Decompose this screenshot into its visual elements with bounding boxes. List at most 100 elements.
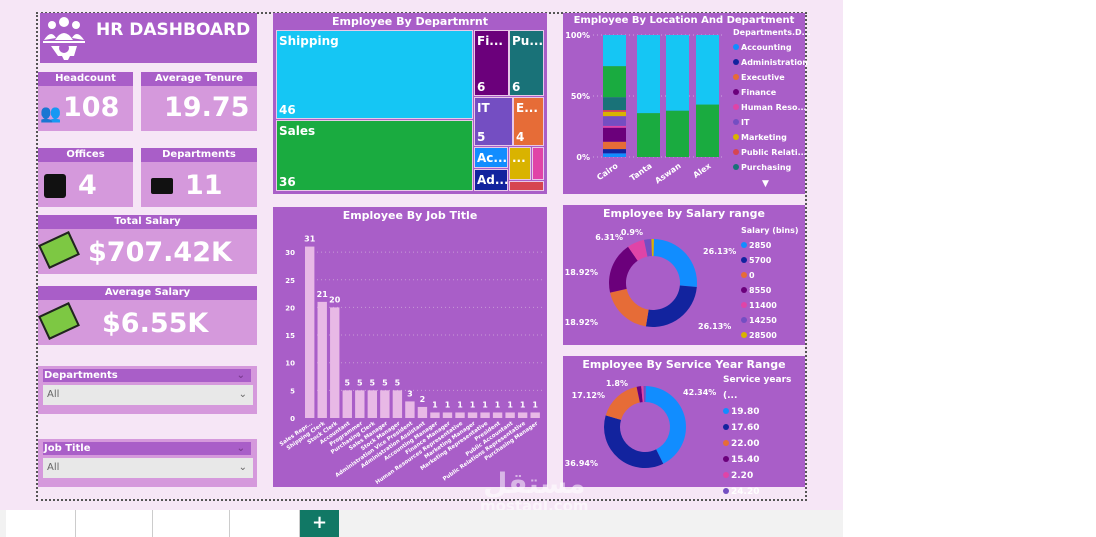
kpi-label: Headcount bbox=[38, 72, 133, 86]
legend-item[interactable]: Public Relati... bbox=[733, 145, 811, 160]
treemap-tile[interactable]: Fi... 6 bbox=[474, 30, 509, 96]
page-tab[interactable] bbox=[230, 510, 300, 537]
legend-dot-icon bbox=[733, 134, 739, 140]
data-label: 18.92% bbox=[565, 268, 598, 277]
salary-donut-chart: 26.13% 26.13% 18.92% 18.92% 6.31%0.9% bbox=[565, 228, 737, 331]
legend-item[interactable]: Accounting bbox=[733, 40, 811, 55]
add-page-button[interactable]: + bbox=[300, 510, 339, 537]
chevron-down-icon: ⌄ bbox=[238, 389, 247, 400]
legend-item[interactable]: 2850 bbox=[741, 238, 798, 253]
chevron-down-icon[interactable]: ⌄ bbox=[236, 443, 245, 454]
y-tick-label: 15 bbox=[285, 332, 295, 340]
legend-item[interactable]: Purchasing bbox=[733, 160, 811, 175]
bar bbox=[430, 412, 440, 418]
donut-slice bbox=[610, 288, 649, 327]
treemap-tile[interactable]: Shipping 46 bbox=[276, 30, 473, 119]
treemap-tile[interactable]: Pu... 6 bbox=[509, 30, 544, 96]
tile-value: 6 bbox=[512, 80, 521, 94]
data-label: 17.12% bbox=[572, 391, 605, 400]
legend-item[interactable]: Human Reso... bbox=[733, 100, 811, 115]
bar bbox=[505, 412, 515, 418]
legend-dot-icon bbox=[723, 408, 729, 414]
bar-segment bbox=[603, 97, 626, 111]
bar bbox=[480, 412, 490, 418]
data-label: 1 bbox=[457, 400, 463, 409]
page-tab[interactable] bbox=[6, 510, 76, 537]
data-label: 5 bbox=[382, 378, 388, 387]
treemap-title: Employee By Departmrnt bbox=[331, 15, 489, 28]
departments-dropdown[interactable]: All ⌄ bbox=[43, 385, 253, 405]
page-tab[interactable] bbox=[153, 510, 230, 537]
legend-dot-icon bbox=[723, 456, 729, 462]
tile-value: 4 bbox=[516, 130, 525, 144]
bar bbox=[417, 406, 428, 418]
data-label: 1 bbox=[445, 400, 451, 409]
money-icon bbox=[38, 231, 80, 269]
y-tick-label: 20 bbox=[285, 304, 295, 312]
tile-label: Fi... bbox=[477, 34, 503, 48]
legend-item[interactable]: Executive bbox=[733, 70, 811, 85]
bar bbox=[342, 390, 352, 418]
bar-segment bbox=[603, 116, 626, 126]
kpi-average-salary: Average Salary $6.55K bbox=[38, 286, 257, 345]
tile-label: Shipping bbox=[279, 34, 339, 48]
kpi-value: 19.75 bbox=[164, 92, 250, 123]
treemap-tile[interactable] bbox=[509, 181, 544, 191]
legend-scroll-down-icon[interactable]: ▼ bbox=[762, 179, 769, 189]
bar-segment bbox=[603, 35, 626, 67]
legend-item[interactable]: Administration bbox=[733, 55, 811, 70]
data-label: 1 bbox=[520, 400, 526, 409]
mostaql-watermark: مستقل mostaql.com bbox=[480, 467, 589, 515]
chevron-down-icon[interactable]: ⌄ bbox=[236, 370, 245, 381]
legend-item[interactable]: 2.20 bbox=[723, 468, 805, 484]
donut-slice bbox=[609, 246, 638, 293]
data-label: 26.13% bbox=[698, 322, 731, 331]
legend-item[interactable]: 24.20 bbox=[723, 484, 805, 500]
legend-dot-icon bbox=[733, 149, 739, 155]
legend-dot-icon bbox=[741, 242, 747, 248]
office-building-icon bbox=[44, 174, 66, 198]
tile-label: Ac... bbox=[477, 151, 508, 165]
kpi-label: Average Salary bbox=[38, 286, 257, 300]
legend-item[interactable]: 17.60 bbox=[723, 420, 805, 436]
bar-segment bbox=[696, 35, 719, 105]
legend-item[interactable]: Finance bbox=[733, 85, 811, 100]
bar bbox=[355, 390, 365, 418]
treemap-tile[interactable]: IT 5 bbox=[474, 97, 513, 146]
kpi-value: $707.42K bbox=[88, 237, 232, 268]
kpi-value: 11 bbox=[185, 170, 223, 201]
bar bbox=[392, 390, 403, 418]
slicer-header: Job Title ⌄ bbox=[43, 442, 251, 455]
page-tab[interactable] bbox=[76, 510, 153, 537]
legend-item[interactable]: 14250 bbox=[741, 313, 798, 328]
legend-item[interactable]: 0 bbox=[741, 268, 798, 283]
treemap-tile[interactable]: E... 4 bbox=[513, 97, 544, 146]
legend-dot-icon bbox=[741, 302, 747, 308]
treemap-tile[interactable]: Sales 36 bbox=[276, 120, 473, 191]
treemap-tile[interactable]: ... bbox=[509, 147, 531, 180]
x-tick-label: Cairo bbox=[595, 161, 620, 182]
legend-item[interactable]: 28500 bbox=[741, 328, 798, 343]
treemap-tile[interactable]: Ac... bbox=[474, 147, 508, 168]
donut-slice bbox=[653, 239, 697, 287]
legend-item[interactable]: 5700 bbox=[741, 253, 798, 268]
data-label: 1 bbox=[495, 400, 501, 409]
legend-item[interactable]: 19.80 bbox=[723, 404, 805, 420]
data-label: 6.31% bbox=[595, 233, 623, 242]
legend-item[interactable]: Marketing bbox=[733, 130, 811, 145]
legend-item[interactable]: 22.00 bbox=[723, 436, 805, 452]
legend-item[interactable]: IT bbox=[733, 115, 811, 130]
kpi-offices: Offices 4 bbox=[38, 148, 133, 207]
treemap-tile[interactable]: Ad... bbox=[474, 169, 508, 191]
donut-slice bbox=[645, 386, 686, 464]
data-label: 36.94% bbox=[565, 459, 598, 468]
bar-segment bbox=[666, 110, 689, 157]
legend-dot-icon bbox=[733, 89, 739, 95]
bar-segment bbox=[696, 104, 719, 157]
legend-item[interactable]: 15.40 bbox=[723, 452, 805, 468]
job-title-dropdown[interactable]: All ⌄ bbox=[43, 458, 253, 478]
treemap-tile[interactable] bbox=[532, 147, 544, 180]
legend-item[interactable]: 11400 bbox=[741, 298, 798, 313]
legend-item[interactable]: 8550 bbox=[741, 283, 798, 298]
